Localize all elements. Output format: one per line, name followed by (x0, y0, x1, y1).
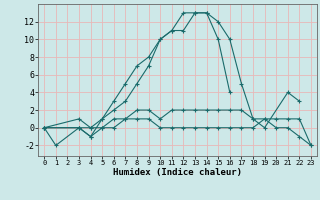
X-axis label: Humidex (Indice chaleur): Humidex (Indice chaleur) (113, 168, 242, 177)
